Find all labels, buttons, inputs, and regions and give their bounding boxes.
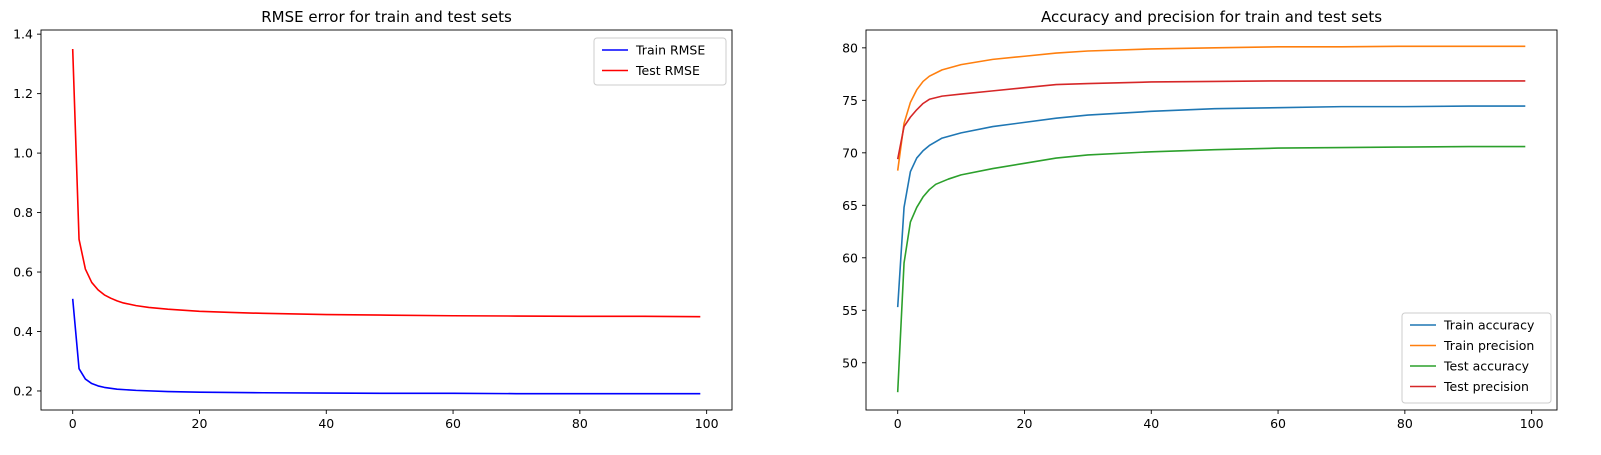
y-tick-label: 50: [842, 355, 858, 370]
series-line-test-rmse: [71, 49, 701, 318]
y-tick-label: 65: [842, 198, 858, 213]
y-tick-label: 0.8: [13, 205, 33, 220]
x-tick-label: 20: [192, 416, 208, 431]
y-tick-label: 70: [842, 145, 858, 160]
legend-label: Train RMSE: [635, 43, 705, 58]
y-tick-label: 1.0: [13, 146, 33, 161]
legend-label: Test RMSE: [635, 63, 700, 78]
legend-frame: [1401, 312, 1552, 404]
legend: Train accuracy Train precision Test accura…: [1401, 312, 1552, 404]
x-tick-label: 80: [1397, 416, 1413, 431]
y-tick-label: 0.4: [13, 324, 33, 339]
axes-frame: [40, 29, 733, 411]
y-tick-label: 0.2: [13, 383, 33, 398]
series-line-train-precision: [896, 45, 1526, 171]
series-line-train-rmse: [71, 298, 701, 395]
series-line-test-accuracy: [896, 145, 1526, 393]
y-tick-label: 75: [842, 93, 858, 108]
y-tick-label: 80: [842, 40, 858, 55]
x-tick-label: 20: [1017, 416, 1033, 431]
y-tick-label: 55: [842, 303, 858, 318]
legend-label: Train accuracy: [1443, 318, 1535, 333]
legend: Train RMSE Test RMSE: [593, 37, 727, 86]
x-tick-label: 60: [1270, 416, 1286, 431]
series-line-test-precision: [896, 80, 1526, 160]
x-tick-label: 100: [1520, 416, 1544, 431]
series-line-train-accuracy: [896, 105, 1526, 308]
legend-label: Test precision: [1443, 379, 1529, 394]
axes-frame: [865, 29, 1558, 411]
y-tick-label: 60: [842, 250, 858, 265]
x-tick-label: 0: [69, 416, 77, 431]
x-tick-label: 80: [572, 416, 588, 431]
legend-label: Train precision: [1443, 338, 1534, 353]
x-tick-label: 60: [445, 416, 461, 431]
x-tick-label: 40: [1143, 416, 1159, 431]
rmse-chart: RMSE error for train and test sets 0 20 40…: [13, 8, 733, 431]
legend-label: Test accuracy: [1443, 359, 1530, 374]
accuracy-precision-chart: Accuracy and precision for train and tes…: [842, 8, 1558, 431]
rmse-chart-title: RMSE error for train and test sets: [261, 8, 512, 26]
x-tick-label: 40: [318, 416, 334, 431]
y-tick-label: 1.2: [13, 86, 33, 101]
accuracy-chart-title: Accuracy and precision for train and tes…: [1041, 8, 1382, 26]
x-tick-label: 0: [894, 416, 902, 431]
x-tick-label: 100: [695, 416, 719, 431]
y-tick-label: 1.4: [13, 27, 33, 42]
y-tick-label: 0.6: [13, 265, 33, 280]
